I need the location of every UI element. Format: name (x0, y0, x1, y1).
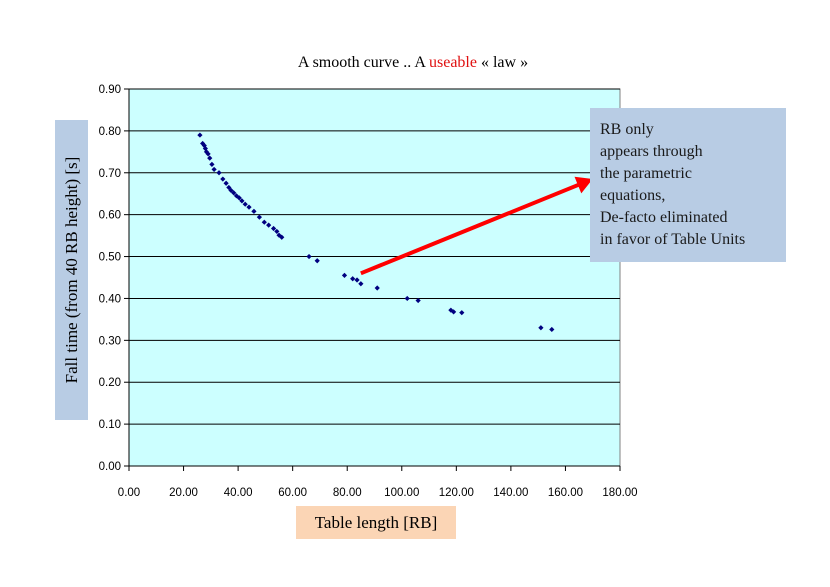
title-part-0: A smooth curve .. A (298, 54, 429, 71)
x-tick-label: 140.00 (493, 487, 528, 499)
annotation-arrow (360, 182, 581, 276)
y-tick-label: 0.40 (99, 293, 121, 305)
annotation-line: equations, (600, 187, 665, 204)
data-point (350, 276, 356, 282)
title-part-1: useable (429, 54, 477, 71)
annotation-line: appears through (600, 143, 703, 160)
x-tick-label: 80.00 (333, 487, 362, 499)
data-point (415, 297, 421, 304)
x-tick-label: 120.00 (439, 487, 474, 499)
y-tick-label: 0.90 (99, 84, 121, 96)
y-tick-label: 0.20 (99, 377, 121, 389)
data-point (274, 228, 280, 235)
annotation-line: in favor of Table Units (600, 231, 745, 248)
y-tick-label: 0.60 (99, 210, 121, 222)
data-point (251, 208, 257, 214)
y-tick-label: 0.80 (99, 126, 121, 138)
y-tick-label: 0.30 (99, 335, 121, 347)
data-point (207, 155, 213, 161)
x-axis-label-box (296, 506, 456, 539)
x-tick-label: 20.00 (169, 487, 198, 499)
data-point (270, 225, 277, 232)
data-point (459, 310, 465, 316)
x-tick-labels: 0.00 20.00 40.00 60.00 80.00 100.00 120.00 140.… (118, 487, 638, 499)
data-point (256, 214, 262, 220)
x-tick-label: 160.00 (548, 487, 583, 499)
data-point (239, 198, 245, 204)
data-point (205, 151, 211, 157)
data-point (209, 161, 215, 167)
title-part-2: « law » (477, 54, 528, 71)
annotation: RB only appears through the parametric equa… (360, 108, 786, 276)
y-tick-label: 0.50 (99, 252, 121, 264)
x-tick-label: 180.00 (602, 487, 637, 499)
data-points (197, 132, 555, 333)
annotation-line: De-facto eliminated (600, 209, 728, 226)
x-tick-label: 100.00 (384, 487, 419, 499)
data-point (223, 180, 229, 186)
data-point (220, 176, 226, 182)
annotation-arrow-head (574, 176, 593, 194)
data-point (358, 281, 364, 287)
plot-area (128, 88, 621, 467)
x-tick-label: 60.00 (278, 487, 307, 499)
y-axis-label-box (55, 120, 88, 420)
data-point (279, 234, 285, 240)
y-tick-label: 0.10 (99, 419, 121, 431)
data-point (231, 190, 237, 196)
gridlines (124, 88, 620, 467)
data-point (549, 326, 555, 333)
y-tick-labels: 0.00 0.10 0.20 0.30 0.40 0.50 0.60 0.70 0.80 0.90 (99, 84, 121, 473)
data-point (211, 166, 217, 173)
data-point (236, 195, 242, 201)
annotation-box (590, 108, 786, 262)
data-point (374, 285, 380, 291)
annotation-line: RB only (600, 121, 654, 138)
axes (128, 89, 621, 471)
data-point (404, 295, 410, 302)
data-point (354, 277, 360, 283)
data-point (246, 204, 252, 210)
data-point (266, 222, 272, 228)
data-point (314, 258, 320, 264)
annotation-text: RB only appears through the parametric equa… (600, 121, 745, 248)
data-point (197, 132, 203, 138)
y-tick-label: 0.00 (99, 461, 121, 473)
data-point (242, 201, 248, 207)
data-point (306, 253, 312, 260)
y-tick-label: 0.70 (99, 168, 121, 180)
data-point (538, 325, 544, 331)
x-tick-label: 0.00 (118, 487, 140, 499)
chart-title: A smooth curve .. A useable « law » (298, 54, 528, 71)
data-point (451, 309, 457, 315)
x-tick-label: 40.00 (224, 487, 253, 499)
x-axis-label: Table length [RB] (315, 513, 438, 532)
annotation-line: the parametric (600, 165, 692, 182)
data-point (228, 187, 234, 193)
data-point (261, 219, 267, 225)
data-point (216, 170, 222, 176)
y-axis-label: Fall time (from 40 RB height) [s] (62, 157, 81, 384)
data-point (341, 272, 348, 279)
